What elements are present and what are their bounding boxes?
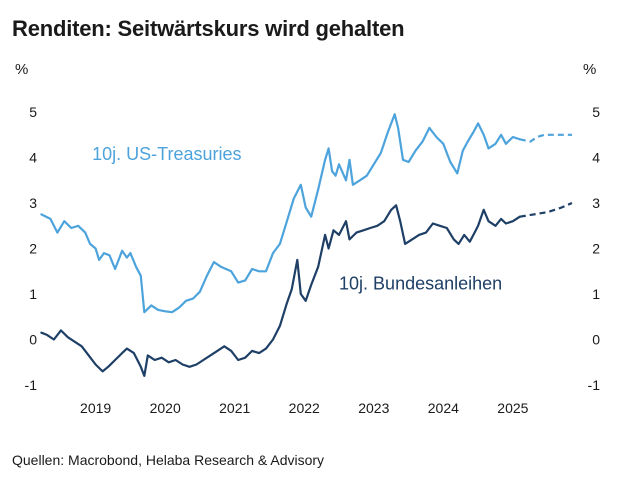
y-tick-label-right: 0 (592, 332, 600, 348)
series-line-1 (40, 204, 521, 377)
y-tick-label-left: -1 (25, 377, 38, 393)
y-tick-label-left: 3 (29, 195, 37, 211)
x-axis: 2019 2020 2021 2022 2023 2024 2025 (80, 400, 529, 416)
y-axis-right: -1 0 1 2 3 4 5 (588, 104, 601, 393)
y-tick-label-right: 1 (592, 286, 600, 302)
y-tick-label-left: 4 (29, 150, 37, 166)
x-tick-label: 2025 (497, 400, 528, 416)
series-label: 10j. Bundesanleihen (339, 273, 502, 293)
source-note: Quellen: Macrobond, Helaba Research & Ad… (12, 452, 325, 468)
chart-title: Renditen: Seitwärtskurs wird gehalten (12, 16, 405, 41)
series-label: 10j. US-Treasuries (92, 144, 241, 164)
y-unit-right: % (583, 61, 596, 78)
y-tick-label-right: 2 (592, 241, 600, 257)
series-line-0 (40, 113, 521, 314)
x-tick-label: 2024 (428, 400, 459, 416)
y-tick-label-left: 5 (29, 104, 37, 120)
x-tick-label: 2019 (80, 400, 111, 416)
x-tick-label: 2020 (150, 400, 181, 416)
y-tick-label-right: 3 (592, 195, 600, 211)
y-tick-label-right: -1 (588, 377, 601, 393)
y-tick-label-left: 1 (29, 286, 37, 302)
y-tick-label-left: 2 (29, 241, 37, 257)
series-labels: 10j. US-Treasuries 10j. Bundesanleihen (92, 144, 502, 294)
y-tick-label-right: 5 (592, 104, 600, 120)
x-tick-label: 2021 (219, 400, 250, 416)
y-axis-left: -1 0 1 2 3 4 5 (25, 104, 38, 393)
y-tick-label-right: 4 (592, 150, 600, 166)
x-tick-label: 2023 (358, 400, 389, 416)
series-lines (40, 113, 573, 377)
y-unit-left: % (15, 61, 28, 78)
series-forecast-0 (519, 133, 572, 143)
series-forecast-1 (519, 201, 573, 218)
x-tick-label: 2022 (289, 400, 320, 416)
y-tick-label-left: 0 (29, 332, 37, 348)
